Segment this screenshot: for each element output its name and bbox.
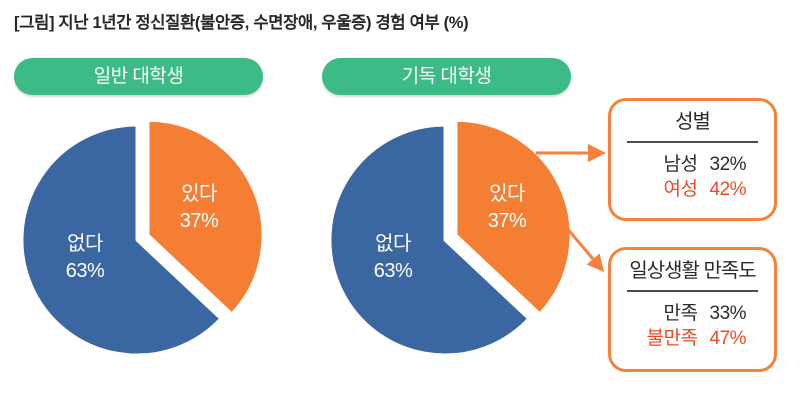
- slice-percent: 63%: [65, 260, 105, 282]
- arrowhead-icon: [588, 144, 606, 162]
- callout-gender-box: 성별 남성 32% 여성 42%: [608, 98, 777, 221]
- slice-percent: 37%: [179, 210, 219, 232]
- callout-satisfaction-box: 일상생활 만족도 만족 33% 불만족 47%: [608, 247, 777, 372]
- slice-category: 있다: [181, 183, 217, 205]
- callout-title: 성별: [675, 111, 711, 133]
- pie-chart-christian-students: [328, 118, 573, 357]
- callout-row-unsatisfied: 불만족 47%: [611, 326, 774, 351]
- row-value: 32%: [709, 154, 747, 175]
- slice-label-yes-christian: 있다 37%: [457, 181, 557, 235]
- row-label: 남성: [663, 154, 698, 175]
- slice-label-no-christian: 없다 63%: [343, 231, 443, 285]
- pie-slice-yes: [146, 118, 265, 316]
- callout-row-female: 여성 42%: [611, 177, 774, 202]
- row-label: 만족: [663, 303, 698, 324]
- callout-title: 일상생활 만족도: [629, 260, 756, 282]
- slice-category: 없다: [375, 233, 411, 255]
- slice-percent: 37%: [487, 210, 527, 232]
- row-value: 47%: [709, 328, 747, 349]
- row-label: 불만족: [646, 328, 698, 349]
- callout-row-male: 남성 32%: [611, 152, 774, 177]
- row-value: 42%: [709, 179, 747, 200]
- row-value: 33%: [709, 303, 747, 324]
- arrowhead-icon: [586, 253, 604, 272]
- pie-slice-no: [328, 123, 531, 357]
- slice-category: 없다: [67, 233, 103, 255]
- divider: [627, 141, 758, 143]
- row-label: 여성: [663, 179, 698, 200]
- slice-label-no-general: 없다 63%: [35, 231, 135, 285]
- callout-row-satisfied: 만족 33%: [611, 301, 774, 326]
- divider: [627, 290, 758, 292]
- figure-title: [그림] 지난 1년간 정신질환(불안증, 수면장애, 우울증) 경험 여부 (…: [14, 14, 469, 32]
- pie-slice-no: [20, 123, 223, 357]
- slice-category: 있다: [489, 183, 525, 205]
- badge-christian-students: 기독 대학생: [322, 58, 571, 95]
- pie-chart-general-students: [20, 118, 265, 357]
- pie-slice-yes: [454, 118, 573, 316]
- badge-general-students: 일반 대학생: [14, 58, 263, 95]
- slice-percent: 63%: [373, 260, 413, 282]
- slice-label-yes-general: 있다 37%: [149, 181, 249, 235]
